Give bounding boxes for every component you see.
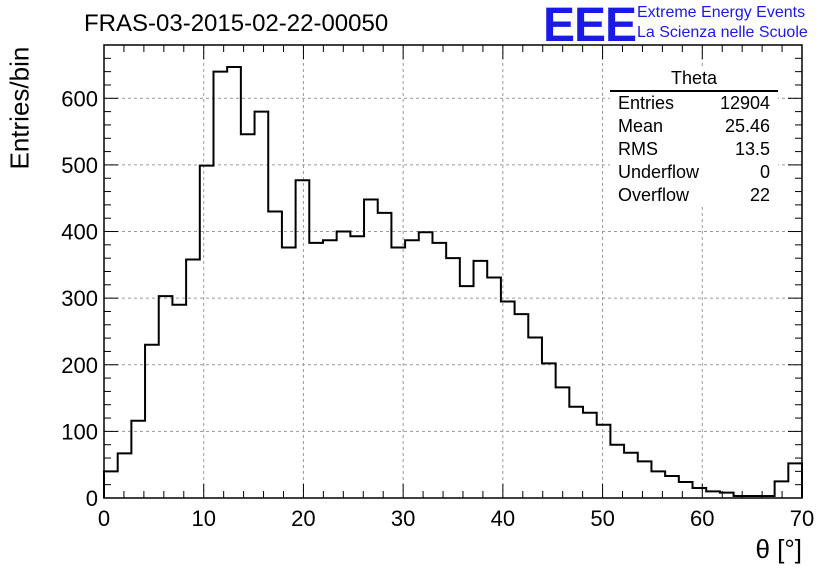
histogram-bin xyxy=(227,67,241,498)
stats-value: 25.46 xyxy=(724,116,770,136)
histogram-bin xyxy=(309,243,323,498)
stats-value: 22 xyxy=(749,185,770,205)
y-tick-label: 100 xyxy=(61,419,98,444)
eee-logo: EEE xyxy=(543,0,637,52)
histogram-bin xyxy=(200,166,214,498)
histogram-bin xyxy=(487,277,501,498)
histogram-bin xyxy=(213,72,227,498)
histogram-bin xyxy=(651,471,665,498)
histogram-bin xyxy=(364,200,378,498)
histogram-bin xyxy=(542,363,556,498)
stats-row-underflow: Underflow 0 xyxy=(610,161,778,184)
histogram-bin xyxy=(706,491,720,498)
histogram-bin xyxy=(104,471,118,498)
x-tick-label: 70 xyxy=(790,506,814,531)
histogram-bin xyxy=(172,305,186,498)
run-title: FRAS-03-2015-02-22-00050 xyxy=(84,10,389,37)
histogram-bin xyxy=(693,488,707,498)
stats-row-rms: RMS 13.5 xyxy=(610,138,778,161)
histogram-bin xyxy=(118,453,132,498)
histogram-bin xyxy=(460,286,474,498)
histogram-bin xyxy=(131,421,145,498)
logo-caption-line2: La Scienza nelle Scuole xyxy=(637,24,808,41)
stats-row-entries: Entries 12904 xyxy=(610,92,778,115)
histogram-bin xyxy=(474,261,488,498)
histogram-bin xyxy=(391,248,405,498)
histogram-line xyxy=(103,65,803,498)
stats-label: Overflow xyxy=(618,185,690,205)
y-tick-label: 300 xyxy=(61,286,98,311)
x-axis-label: θ [°] xyxy=(755,534,802,564)
histogram-bin xyxy=(268,212,282,498)
histogram-bin xyxy=(679,482,693,498)
stats-box: Theta Entries 12904 Mean 25.46 RMS 13.5 … xyxy=(610,68,778,207)
x-tick-label: 40 xyxy=(491,506,515,531)
x-tick-label: 60 xyxy=(690,506,714,531)
histogram-bin xyxy=(720,493,734,498)
histogram-bin xyxy=(186,260,200,498)
histogram-bin xyxy=(255,112,269,498)
histogram-bin xyxy=(145,345,159,498)
histogram-bin xyxy=(528,337,542,498)
histogram-bin xyxy=(241,134,255,498)
stats-label: RMS xyxy=(618,139,658,159)
histogram-bin xyxy=(378,213,392,498)
histogram-bin xyxy=(337,232,351,498)
histogram-bin xyxy=(405,240,419,498)
histogram-bin xyxy=(446,258,460,498)
histogram-bin xyxy=(775,481,789,498)
histogram-bin xyxy=(556,387,570,498)
histogram-bin xyxy=(610,445,624,498)
histogram-bin xyxy=(432,243,446,498)
x-tick-label: 20 xyxy=(291,506,315,531)
stats-value: 0 xyxy=(759,162,770,182)
stats-label: Underflow xyxy=(618,162,700,182)
histogram-bin xyxy=(501,301,515,498)
stats-label: Mean xyxy=(618,116,664,136)
histogram-bin xyxy=(159,296,173,498)
x-tick-label: 10 xyxy=(191,506,215,531)
stats-row-mean: Mean 25.46 xyxy=(610,115,778,138)
histogram-bin xyxy=(624,453,638,498)
histogram-bin xyxy=(665,476,679,498)
y-tick-label: 500 xyxy=(61,153,98,178)
y-tick-label: 400 xyxy=(61,220,98,245)
y-tick-label: 200 xyxy=(61,353,98,378)
y-tick-label: 600 xyxy=(61,86,98,111)
histogram-bin xyxy=(515,314,529,498)
histogram-bin xyxy=(638,461,652,498)
y-axis-label: Entries/bin xyxy=(4,46,35,170)
stats-title: Theta xyxy=(610,68,778,92)
y-tick-label: 0 xyxy=(86,486,98,511)
x-tick-label: 0 xyxy=(98,506,110,531)
histogram-bin xyxy=(788,463,802,498)
x-tick-label: 50 xyxy=(590,506,614,531)
histogram-bin xyxy=(419,232,433,498)
x-tick-label: 30 xyxy=(391,506,415,531)
histogram-bin xyxy=(597,425,611,498)
histogram-bin xyxy=(583,413,597,498)
logo-caption-line1: Extreme Energy Events xyxy=(637,4,806,21)
stats-label: Entries xyxy=(618,93,675,113)
histogram-bin xyxy=(350,236,364,498)
stats-row-overflow: Overflow 22 xyxy=(610,184,778,207)
histogram-bin xyxy=(569,407,583,498)
stats-value: 12904 xyxy=(719,93,770,113)
histogram-bin xyxy=(282,248,296,498)
plot-frame xyxy=(103,44,803,499)
stats-value: 13.5 xyxy=(734,139,770,159)
histogram-bin xyxy=(323,240,337,498)
histogram-bin xyxy=(296,180,310,498)
